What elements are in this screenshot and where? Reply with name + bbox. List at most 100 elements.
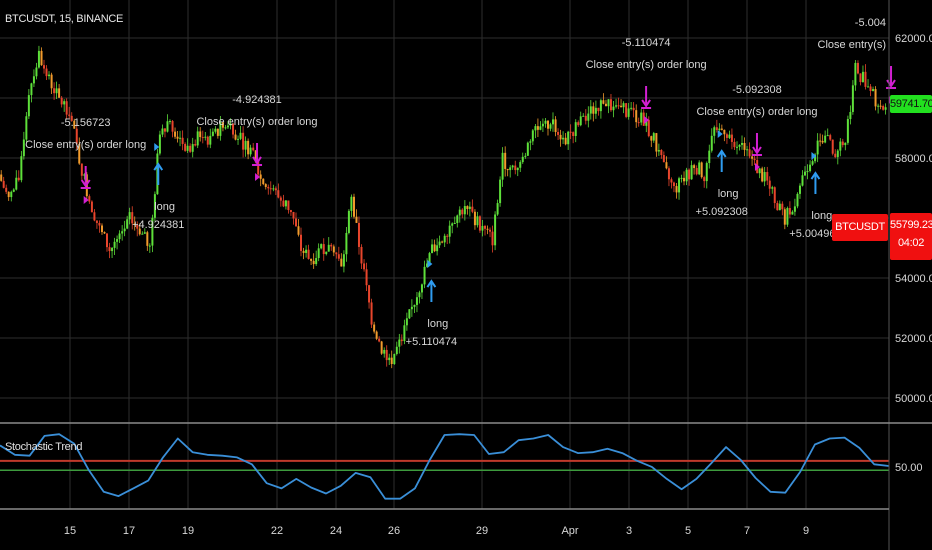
long-arrow-head-icon xyxy=(810,171,821,180)
candle xyxy=(549,124,552,129)
candle xyxy=(70,115,73,121)
trade-text-label: Close entry(s) order long xyxy=(696,106,817,118)
candle xyxy=(851,85,854,112)
candle xyxy=(884,107,887,110)
candle xyxy=(592,106,595,114)
candle xyxy=(791,211,794,215)
candle xyxy=(806,171,809,173)
candle xyxy=(778,203,781,211)
candle xyxy=(458,209,461,216)
candle xyxy=(877,105,880,107)
candle xyxy=(604,103,607,107)
trade-value-label: -5.110474 xyxy=(622,37,671,49)
candle xyxy=(249,147,252,155)
bar-countdown: 04:02 xyxy=(897,237,925,249)
candle xyxy=(123,228,126,232)
price-axis-label: 54000.00 xyxy=(895,273,932,285)
candle xyxy=(174,131,177,137)
candle xyxy=(579,116,582,126)
candle xyxy=(426,263,429,267)
candle xyxy=(834,153,837,158)
candle xyxy=(395,346,398,355)
candle xyxy=(698,162,701,175)
candle xyxy=(622,103,625,108)
candle xyxy=(141,233,144,235)
candle xyxy=(798,185,801,194)
candle xyxy=(431,244,434,254)
candle xyxy=(357,222,360,247)
candle xyxy=(136,224,139,229)
candle xyxy=(748,149,751,157)
candle xyxy=(753,158,756,161)
candle xyxy=(400,339,403,342)
candle xyxy=(730,134,733,142)
candle xyxy=(824,135,827,143)
candle xyxy=(640,112,643,123)
candle xyxy=(37,50,40,68)
candle xyxy=(872,89,875,91)
candle xyxy=(221,122,224,128)
candle xyxy=(327,244,330,252)
candle xyxy=(607,99,610,107)
candle xyxy=(58,88,61,98)
candle xyxy=(211,131,214,136)
candle xyxy=(783,209,786,225)
candle xyxy=(15,177,18,190)
candle xyxy=(720,128,723,130)
candle xyxy=(463,206,466,215)
candle xyxy=(597,107,600,112)
candle xyxy=(121,231,124,234)
candle xyxy=(146,232,149,246)
trade-value-label: -5.156723 xyxy=(61,117,111,129)
candle xyxy=(841,141,844,146)
candle xyxy=(473,211,476,226)
candle xyxy=(516,167,519,171)
candle xyxy=(589,106,592,114)
candle xyxy=(287,200,290,211)
candle xyxy=(708,150,711,164)
candle xyxy=(879,105,882,107)
candle xyxy=(738,144,741,147)
candle xyxy=(594,107,597,114)
candle xyxy=(751,156,754,159)
candle xyxy=(562,137,565,140)
candle xyxy=(143,232,146,234)
candle xyxy=(632,107,635,111)
candle xyxy=(861,71,864,83)
candle xyxy=(410,306,413,310)
symbol-title[interactable]: BTCUSDT, 15, BINANCE xyxy=(5,13,124,25)
candle xyxy=(408,309,411,319)
candle xyxy=(536,126,539,130)
candle xyxy=(0,174,3,181)
candle xyxy=(786,208,789,225)
exit-marker-icon xyxy=(644,115,650,124)
candle xyxy=(521,156,524,163)
candle xyxy=(793,206,796,212)
candle xyxy=(75,128,78,144)
candle xyxy=(176,136,179,139)
candle xyxy=(7,191,10,198)
last-value-tag: 59741.70 xyxy=(890,95,932,113)
candle xyxy=(168,121,171,123)
candle xyxy=(191,144,194,152)
candle xyxy=(352,196,355,217)
candle xyxy=(262,178,265,185)
indicator-title[interactable]: Stochastic Trend xyxy=(5,441,83,453)
candle xyxy=(511,165,514,168)
candle xyxy=(100,225,103,233)
candle xyxy=(763,172,766,182)
candle xyxy=(80,163,83,176)
candle xyxy=(546,120,549,129)
candle xyxy=(773,187,776,204)
candle xyxy=(551,119,554,125)
candle xyxy=(350,196,353,211)
time-axis-label: 26 xyxy=(388,525,400,537)
grid xyxy=(0,0,889,509)
candle xyxy=(267,186,270,189)
symbol-tag: BTCUSDT xyxy=(832,214,888,241)
candle xyxy=(216,128,219,136)
candle xyxy=(703,177,706,182)
candle xyxy=(655,133,658,152)
